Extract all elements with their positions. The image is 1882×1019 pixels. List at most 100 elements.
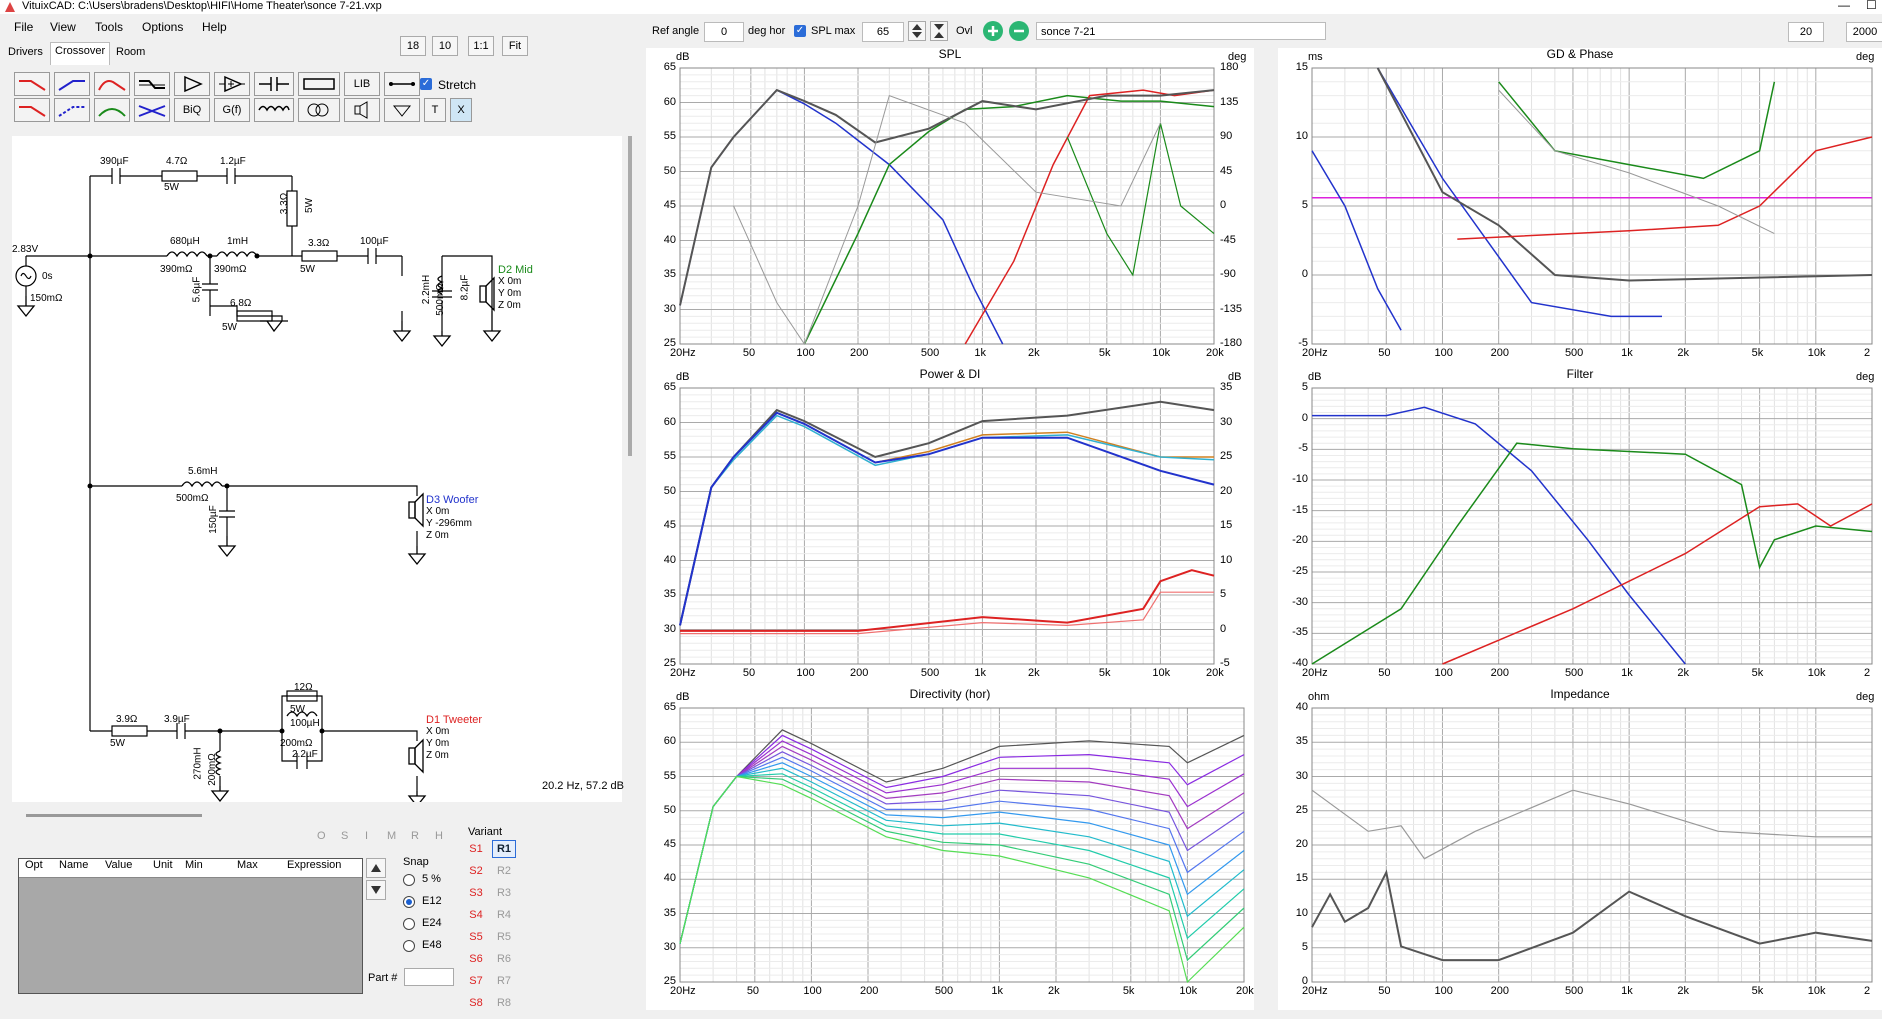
col-unit[interactable]: Unit	[153, 859, 173, 871]
variant-s3-button[interactable]: S3	[469, 887, 483, 899]
r47-label[interactable]: 4.7Ω	[166, 156, 188, 167]
spl-updown-button[interactable]	[908, 21, 926, 41]
c12-label[interactable]: 1.2µF	[220, 156, 246, 167]
opt-h-button[interactable]: H	[435, 830, 443, 842]
variant-r6-button[interactable]: R6	[496, 953, 512, 965]
freq-min-input[interactable]: 20	[1788, 22, 1824, 42]
amplifier-icon[interactable]	[174, 72, 210, 96]
speaker-icon[interactable]	[344, 98, 380, 122]
snap-e48-radio[interactable]	[403, 940, 415, 952]
r68-label[interactable]: 6.8Ω	[230, 298, 252, 309]
zoom-1to1-button[interactable]: 1:1	[468, 36, 494, 56]
add-overlay-icon[interactable]	[982, 20, 1004, 42]
r39-label[interactable]: 3.9Ω	[116, 714, 138, 725]
allpass-icon[interactable]	[134, 72, 170, 96]
opt-i-button[interactable]: I	[365, 830, 369, 842]
r33v-label[interactable]: 3.3Ω	[279, 192, 291, 215]
imp-chart[interactable]: Impedance 40 35 30 25 20 15 10 5 0 ohm deg 20Hz 50 100…	[1278, 687, 1882, 1010]
overlay-name-input[interactable]: sonce 7-21	[1036, 22, 1326, 40]
col-value[interactable]: Value	[105, 859, 133, 871]
menu-file[interactable]: File	[14, 20, 34, 34]
tab-crossover[interactable]: Crossover	[50, 42, 111, 65]
bandpass-icon[interactable]	[94, 72, 130, 96]
part-number-input[interactable]	[404, 968, 454, 986]
tweeter-driver-name[interactable]: D1 Tweeter	[426, 714, 483, 726]
c39-label[interactable]: 3.9µF	[164, 714, 190, 725]
c390-label[interactable]: 390µF	[100, 156, 129, 167]
variant-r3-button[interactable]: R3	[496, 887, 512, 899]
move-down-button[interactable]	[366, 880, 386, 900]
c22-label[interactable]: 2.2µF	[292, 749, 318, 760]
zoom-fit-button[interactable]: Fit	[502, 36, 528, 56]
spl-max-input[interactable]: 65	[862, 22, 904, 42]
spl-fit-button[interactable]	[930, 21, 948, 41]
lowpass-2-icon[interactable]	[14, 98, 50, 122]
menu-options[interactable]: Options	[142, 20, 184, 34]
capacitor-icon[interactable]	[254, 72, 294, 96]
gf-button[interactable]: G(f)	[214, 98, 250, 122]
menu-tools[interactable]: Tools	[95, 20, 124, 34]
zoom-18-button[interactable]: 18	[400, 36, 426, 56]
lib-button[interactable]: LIB	[344, 72, 380, 96]
snap-e12-radio[interactable]	[403, 896, 415, 908]
l1m-label[interactable]: 1mH	[227, 236, 249, 247]
variant-s1-button[interactable]: S1	[469, 843, 483, 855]
l100-label[interactable]: 100µH	[290, 718, 320, 729]
variant-s4-button[interactable]: S4	[469, 909, 483, 921]
r33h-label[interactable]: 3.3Ω	[308, 238, 330, 249]
freq-max-input[interactable]: 2000	[1846, 22, 1882, 42]
gd-chart[interactable]: GD & Phase 15 10 5 0 -5 ms deg 20Hz 50 100 200 500 1k…	[1278, 47, 1882, 372]
l56m-label[interactable]: 5.6mH	[188, 466, 218, 477]
opt-r-button[interactable]: R	[411, 830, 419, 842]
biq-button[interactable]: BiQ	[174, 98, 210, 122]
variant-s8-button[interactable]: S8	[469, 997, 483, 1009]
variant-r1-button[interactable]: R1	[492, 840, 516, 858]
parameter-table[interactable]: Opt Name Value Unit Min Max Expression	[18, 858, 363, 994]
snap-e24-radio[interactable]	[403, 918, 415, 930]
c100-label[interactable]: 100µF	[360, 236, 389, 247]
variant-r5-button[interactable]: R5	[496, 931, 512, 943]
spl-max-checkbox[interactable]: ✓	[794, 25, 806, 37]
variant-s2-button[interactable]: S2	[469, 865, 483, 877]
variant-s6-button[interactable]: S6	[469, 953, 483, 965]
l270-label[interactable]: 270mH	[192, 747, 204, 780]
notch-icon[interactable]	[134, 98, 170, 122]
minimize-icon[interactable]: —	[1838, 0, 1850, 12]
variant-r7-button[interactable]: R7	[496, 975, 512, 987]
variant-r8-button[interactable]: R8	[496, 997, 512, 1009]
col-expression[interactable]: Expression	[287, 859, 342, 871]
zoom-10-button[interactable]: 10	[432, 36, 458, 56]
move-up-button[interactable]	[366, 858, 386, 878]
c82-label[interactable]: 8.2µF	[459, 274, 471, 301]
splitter-handle[interactable]	[26, 814, 202, 817]
l680-label[interactable]: 680µH	[170, 236, 200, 247]
ref-angle-input[interactable]: 0	[704, 22, 744, 42]
tab-drivers[interactable]: Drivers	[8, 46, 43, 58]
stretch-checkbox[interactable]: ✓	[420, 78, 432, 90]
mid-driver-name[interactable]: D2 Mid	[498, 264, 533, 276]
inductor-icon[interactable]	[254, 98, 294, 122]
variant-s5-button[interactable]: S5	[469, 931, 483, 943]
c150-label[interactable]: 150µF	[207, 505, 219, 534]
snap-5pct-radio[interactable]	[403, 874, 415, 886]
bandpass-2-icon[interactable]	[94, 98, 130, 122]
transformer-icon[interactable]	[298, 98, 340, 122]
col-opt[interactable]: Opt	[25, 859, 43, 871]
highpass-1-icon[interactable]	[54, 72, 90, 96]
variant-r2-button[interactable]: R2	[496, 865, 512, 877]
x-button[interactable]: X	[450, 98, 472, 122]
buffer-icon[interactable]	[214, 72, 250, 96]
col-name[interactable]: Name	[59, 859, 89, 871]
col-max[interactable]: Max	[237, 859, 258, 871]
wire-icon[interactable]	[384, 72, 420, 96]
schematic-scrollbar[interactable]	[628, 136, 632, 456]
l22-label[interactable]: 2.2mH	[421, 274, 433, 305]
resistor-icon[interactable]	[298, 72, 340, 96]
variant-s7-button[interactable]: S7	[469, 975, 483, 987]
menu-help[interactable]: Help	[202, 20, 227, 34]
filter-chart[interactable]: Filter 5 0 -5 -10 -15 -20 -25 -30 -35 -40 dB deg 20Hz…	[1278, 367, 1882, 692]
woofer-driver-name[interactable]: D3 Woofer	[426, 494, 479, 506]
highpass-2-icon[interactable]	[54, 98, 90, 122]
lowpass-1-icon[interactable]	[14, 72, 50, 96]
maximize-icon[interactable]: ☐	[1866, 0, 1877, 12]
